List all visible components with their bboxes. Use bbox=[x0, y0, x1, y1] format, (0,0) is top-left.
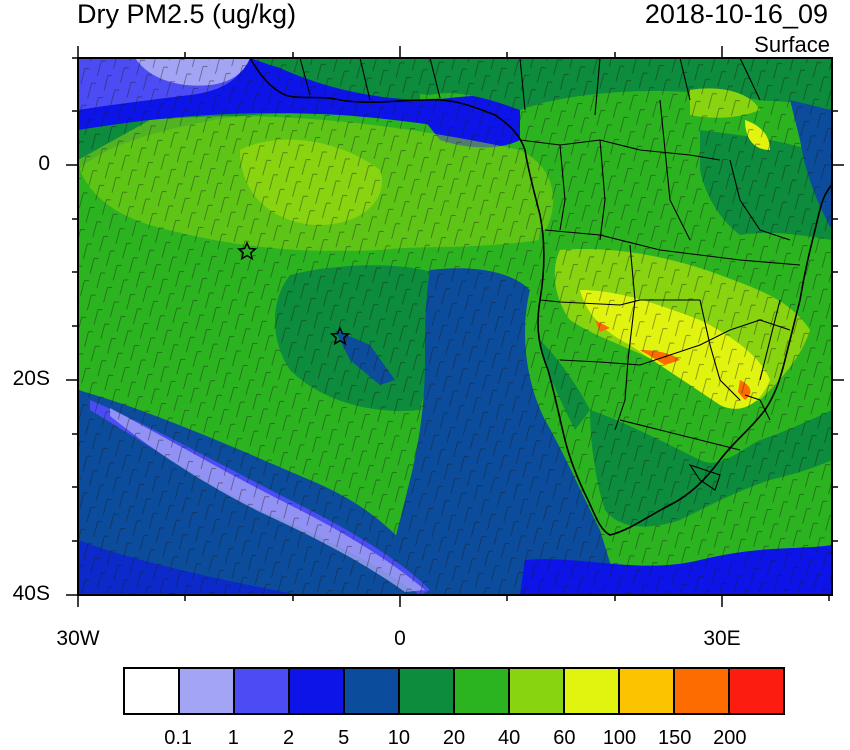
pm25-field bbox=[78, 58, 832, 595]
x-tick-label-0: 0 bbox=[394, 627, 406, 650]
colorbar-swatch-7 bbox=[510, 669, 565, 713]
colorbar-swatch-10 bbox=[675, 669, 730, 713]
colorbar-swatch-9 bbox=[620, 669, 675, 713]
colorbar-label: 150 bbox=[657, 727, 692, 749]
colorbar-label: 200 bbox=[713, 727, 747, 749]
colorbar-swatch-0 bbox=[125, 669, 180, 713]
colorbar-swatch-2 bbox=[235, 669, 290, 713]
colorbar-swatch-1 bbox=[180, 669, 235, 713]
valid-time: 2018-10-16_09 bbox=[644, 0, 828, 29]
colorbar-label: 40 bbox=[498, 727, 521, 749]
colorbar-label: 60 bbox=[553, 727, 576, 749]
colorbar-label: 10 bbox=[387, 727, 410, 749]
vertical-level: Surface bbox=[754, 32, 830, 57]
colorbar-swatch-6 bbox=[455, 669, 510, 713]
map-title: Dry PM2.5 (ug/kg) bbox=[77, 0, 297, 29]
colorbar-label: 2 bbox=[282, 727, 295, 749]
colorbar-label: 0.1 bbox=[164, 727, 193, 749]
x-tick-label-30e: 30E bbox=[703, 627, 741, 650]
colorbar-swatch-5 bbox=[400, 669, 455, 713]
y-tick-label-40s: 40S bbox=[12, 582, 50, 605]
colorbar-swatch-11 bbox=[730, 669, 783, 713]
colorbar-label: 1 bbox=[227, 727, 239, 749]
coastlines bbox=[249, 58, 832, 536]
colorbar-label: 20 bbox=[442, 727, 466, 749]
star-marker-2 bbox=[329, 326, 351, 346]
station-markers bbox=[236, 241, 351, 346]
colorbar-label: 5 bbox=[338, 727, 350, 749]
colorbar-swatch-3 bbox=[290, 669, 345, 713]
x-tick-label-30w: 30W bbox=[56, 627, 100, 650]
colorbar bbox=[123, 667, 785, 715]
colorbar-swatch-8 bbox=[565, 669, 620, 713]
colorbar-label: 100 bbox=[602, 727, 637, 749]
y-tick-label-0: 0 bbox=[38, 152, 50, 175]
axis-ticks bbox=[66, 46, 844, 607]
y-tick-label-20s: 20S bbox=[12, 367, 50, 390]
colorbar-swatch-4 bbox=[345, 669, 400, 713]
country-borders bbox=[299, 58, 801, 491]
star-marker-1 bbox=[236, 241, 258, 261]
